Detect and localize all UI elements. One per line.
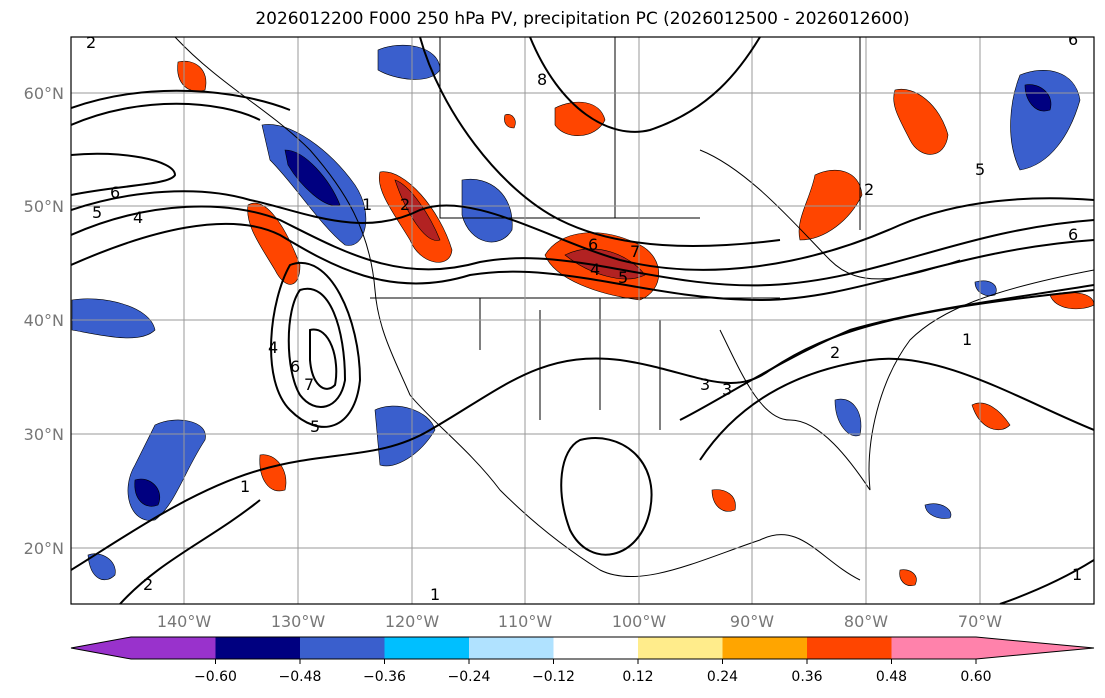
lat-tick-labels: 60°N 50°N 40°N 30°N 20°N bbox=[24, 84, 64, 558]
contour-label: 5 bbox=[618, 268, 628, 287]
lon-label: 140°W bbox=[157, 612, 212, 631]
contour-label: 4 bbox=[590, 260, 600, 279]
colorbar-tick-label: 0.12 bbox=[622, 669, 653, 685]
lat-label: 60°N bbox=[24, 84, 64, 103]
contour-label: 5 bbox=[92, 203, 102, 222]
colorbar-tick-label: 0.36 bbox=[791, 669, 822, 685]
contour-label: 6 bbox=[1068, 225, 1078, 244]
lon-label: 110°W bbox=[498, 612, 553, 631]
colorbar-outline bbox=[70, 636, 1095, 660]
lon-label: 80°W bbox=[844, 612, 888, 631]
contour-label: 2 bbox=[86, 33, 96, 52]
colorbar-swatch bbox=[807, 637, 892, 659]
contour-label: 8 bbox=[537, 70, 547, 89]
colorbar-tick-label: −0.24 bbox=[448, 669, 491, 685]
lat-label: 40°N bbox=[24, 311, 64, 330]
contour-labels: 2 6 5 4 8 2 1 6 7 5 4 3 2 1 6 4 6 7 5 1 bbox=[86, 30, 1082, 604]
colorbar-swatch bbox=[891, 637, 1094, 659]
lon-label: 90°W bbox=[730, 612, 774, 631]
map-frame bbox=[70, 36, 1095, 605]
contour-label: 3 bbox=[722, 380, 732, 399]
colorbar-swatch bbox=[215, 637, 300, 659]
lat-label: 20°N bbox=[24, 539, 64, 558]
lat-label: 50°N bbox=[24, 197, 64, 216]
colorbar-swatch bbox=[469, 637, 554, 659]
colorbar-swatch bbox=[384, 637, 469, 659]
colorbar-swatch bbox=[553, 637, 638, 659]
lon-tick-labels: 140°W 130°W 120°W 110°W 100°W 90°W 80°W … bbox=[157, 612, 1002, 631]
precip-negative bbox=[71, 44, 1081, 580]
contour-label: 6 bbox=[110, 183, 120, 202]
contour-label: 7 bbox=[304, 375, 314, 394]
gridlines bbox=[71, 37, 1094, 604]
colorbar-swatch bbox=[71, 637, 216, 659]
colorbar-tick-label: 0.60 bbox=[960, 669, 991, 685]
colorbar-tick-label: −0.36 bbox=[363, 669, 406, 685]
colorbar-tick-label: −0.48 bbox=[279, 669, 322, 685]
colorbar-tick-label: −0.60 bbox=[194, 669, 237, 685]
contour-label: 6 bbox=[290, 357, 300, 376]
contour-label: 7 bbox=[630, 242, 640, 261]
colorbar-swatch bbox=[722, 637, 807, 659]
lon-label: 120°W bbox=[385, 612, 440, 631]
lon-label: 130°W bbox=[271, 612, 326, 631]
contour-label: 4 bbox=[133, 208, 143, 227]
colorbar-swatch bbox=[300, 637, 385, 659]
colorbar-swatch bbox=[638, 637, 723, 659]
contour-label: 2 bbox=[400, 195, 410, 214]
contour-label: 1 bbox=[430, 585, 440, 604]
pv-contours bbox=[71, 37, 1094, 604]
contour-label: 1 bbox=[1072, 565, 1082, 584]
contour-label: 2 bbox=[864, 180, 874, 199]
colorbar: −0.60 −0.48 −0.36 −0.24 −0.12 0.12 0.24 0.36 0.4… bbox=[70, 636, 1095, 685]
contour-label: 2 bbox=[830, 343, 840, 362]
precip-positive bbox=[177, 60, 1094, 586]
figure-title: 2026012200 F000 250 hPa PV, precipitatio… bbox=[255, 9, 910, 29]
contour-label: 5 bbox=[310, 417, 320, 436]
colorbar-tick-label: 0.24 bbox=[707, 669, 738, 685]
contour-label: 1 bbox=[962, 330, 972, 349]
contour-label: 5 bbox=[975, 160, 985, 179]
contour-label: 1 bbox=[240, 477, 250, 496]
lon-label: 70°W bbox=[958, 612, 1002, 631]
colorbar-tick-label: −0.12 bbox=[532, 669, 575, 685]
contour-label: 2 bbox=[143, 575, 153, 594]
colorbar-tick-label: 0.48 bbox=[876, 669, 907, 685]
contour-label: 1 bbox=[362, 195, 372, 214]
contour-label: 4 bbox=[268, 338, 278, 357]
lat-label: 30°N bbox=[24, 425, 64, 444]
contour-label: 3 bbox=[700, 375, 710, 394]
contour-label: 6 bbox=[1068, 30, 1078, 49]
lon-label: 100°W bbox=[612, 612, 667, 631]
map-area: 2 6 5 4 8 2 1 6 7 5 4 3 2 1 6 4 6 7 5 1 bbox=[71, 30, 1094, 604]
contour-label: 6 bbox=[588, 235, 598, 254]
